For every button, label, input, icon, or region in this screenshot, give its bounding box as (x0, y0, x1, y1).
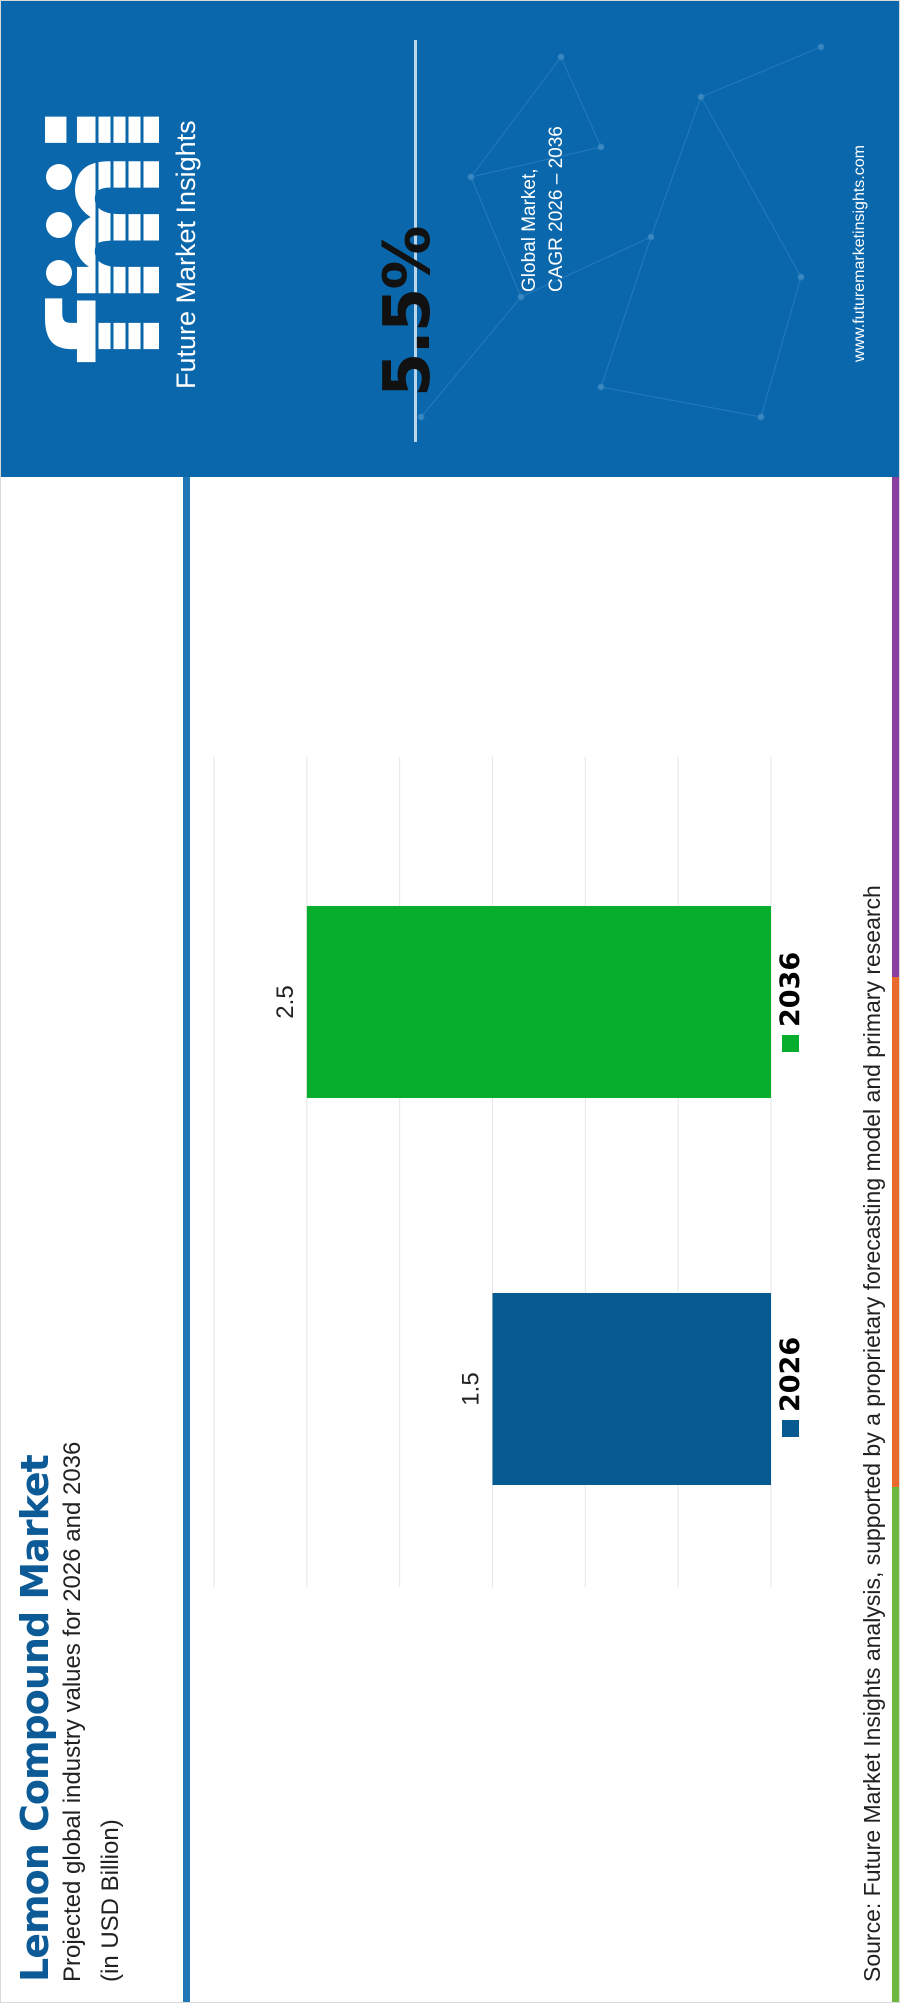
color-strip (892, 477, 900, 2002)
legend-label-2036: 2036 (775, 951, 806, 1027)
strip-segment-purple (892, 477, 900, 977)
cagr-value: 5.5% (371, 227, 445, 398)
strip-segment-orange (892, 977, 900, 1487)
legend-item-2026: 2026 (775, 1337, 806, 1437)
bar-2026 (492, 1293, 771, 1485)
data-label-2036: 2.5 (272, 985, 299, 1018)
legend-label-2026: 2026 (775, 1336, 806, 1412)
legend-item-2036: 2036 (775, 952, 806, 1052)
brand-panel: fmi Future Market Insights 5.5% Global M… (1, 0, 900, 477)
data-labels: 1.5 2.5 (272, 985, 485, 1405)
network-background (417, 43, 825, 421)
cagr-caption-line2: CAGR 2026 – 2036 (546, 126, 567, 292)
bar-chart: 1.5 2.5 (213, 757, 772, 1587)
legend-swatch-2036 (782, 1035, 799, 1052)
legend-swatch-2026 (782, 1420, 799, 1437)
data-label-2026: 1.5 (458, 1372, 485, 1405)
globe-icons (46, 164, 72, 286)
strip-segment-green (892, 1487, 900, 2002)
website-url: www.futuremarketinsights.com (851, 145, 868, 362)
cagr-caption-line1: Global Market, (519, 168, 540, 292)
fmi-logo: fmi (37, 115, 172, 365)
bar-2036 (306, 906, 771, 1098)
logo-text: Future Market Insights (171, 120, 201, 389)
svg-text:fmi: fmi (37, 115, 172, 365)
bars (306, 906, 771, 1485)
source-note: Source: Future Market Insights analysis,… (859, 885, 885, 1982)
